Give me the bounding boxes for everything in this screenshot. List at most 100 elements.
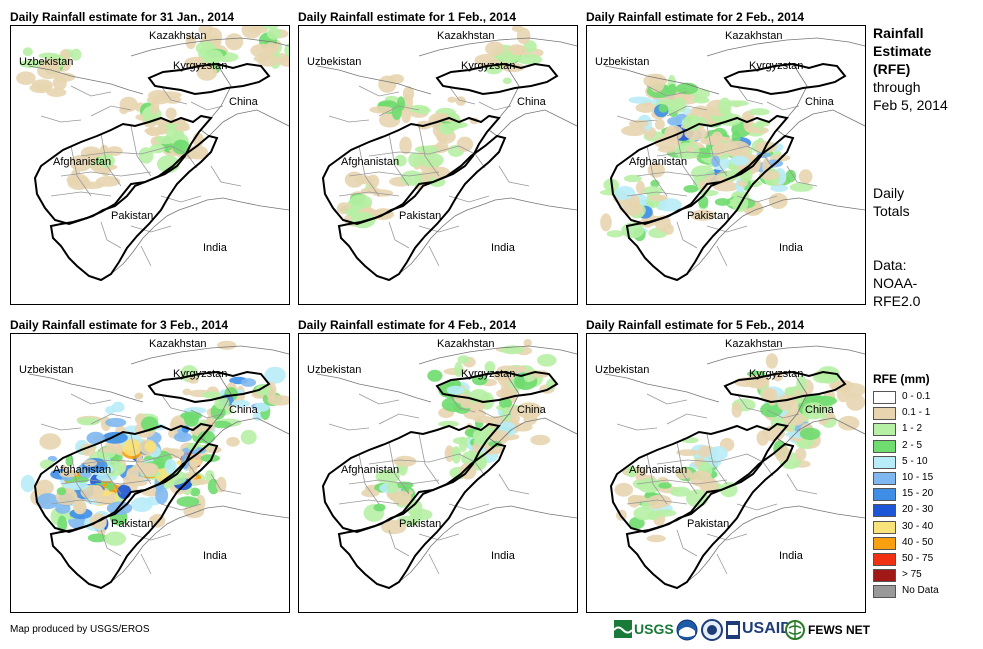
country-border	[686, 197, 865, 275]
province-boundary	[786, 165, 818, 187]
province-boundary	[80, 453, 172, 465]
rainfall-patch	[255, 384, 271, 396]
province-boundary	[130, 433, 152, 485]
legend-label: 0 - 0.1	[902, 391, 931, 402]
rainfall-patch	[187, 376, 199, 384]
province-boundary	[428, 553, 440, 575]
usaid-seal-icon	[726, 621, 740, 639]
province-boundary	[448, 393, 476, 413]
rainfall-patch	[658, 104, 669, 113]
rainfall-patch	[676, 449, 700, 456]
map-label-pakistan: Pakistan	[687, 210, 730, 222]
rainfall-patch	[106, 482, 115, 491]
rainfall-patch	[150, 98, 160, 115]
rainfall-patch	[785, 169, 797, 183]
legend-label: > 75	[902, 569, 922, 581]
province-boundary	[368, 145, 460, 157]
rainfall-patch	[401, 106, 412, 124]
legend-swatch	[873, 407, 896, 421]
rainfall-patch	[253, 402, 270, 412]
rainfall-patch	[248, 26, 268, 34]
rainfall-map-3-feb: Kazakhstan Uzbekistan Kyrgyzstan China Afgha…	[10, 333, 290, 613]
map-label-kyrgyzstan: Kyrgyzstan	[173, 60, 228, 72]
province-boundary	[636, 479, 728, 485]
rainfall-patch	[198, 430, 216, 444]
map-label-uzbekistan: Uzbekistan	[307, 364, 362, 376]
rainfall-patch	[87, 533, 108, 543]
province-boundary	[676, 529, 698, 557]
province-boundary	[616, 423, 658, 431]
province-boundary	[358, 85, 400, 97]
rainfall-patch	[73, 499, 87, 515]
map-label-uzbekistan: Uzbekistan	[307, 56, 362, 68]
province-boundary	[70, 393, 112, 405]
map-canvas	[16, 26, 289, 282]
rainfall-patch	[202, 391, 222, 399]
pakistan-outline	[625, 442, 795, 590]
rainfall-patch	[240, 378, 257, 387]
rainfall-patch	[104, 531, 127, 546]
rainfall-patch	[614, 186, 636, 201]
country-border	[398, 197, 577, 275]
rainfall-patch	[278, 55, 289, 67]
rainfall-patch	[35, 479, 54, 496]
rainfall-patch	[172, 139, 190, 155]
rainfall-patch	[200, 454, 220, 463]
rainfall-patch	[511, 26, 524, 32]
rainfall-patch	[392, 490, 412, 506]
map-label-india: India	[779, 242, 803, 254]
rainfall-map-5-feb: Kazakhstan Uzbekistan Kyrgyzstan China Afgha…	[586, 333, 866, 613]
map-label-kyrgyzstan: Kyrgyzstan	[461, 60, 516, 72]
rainfall-patch	[656, 198, 682, 212]
rainfall-patch	[799, 427, 821, 440]
country-border	[130, 345, 289, 365]
rainfall-patch	[457, 355, 470, 364]
rainfall-patch	[216, 476, 227, 493]
rainfall-patch	[714, 198, 731, 206]
country-border	[398, 505, 577, 583]
rainfall-patch	[516, 54, 543, 65]
province-boundary	[418, 433, 440, 485]
rainfall-patch	[675, 468, 693, 480]
rainfall-patch	[99, 446, 126, 453]
province-boundary	[626, 499, 688, 505]
rainfall-patch	[144, 441, 157, 452]
rainfall-patch	[685, 489, 709, 508]
rainfall-patch	[658, 482, 672, 489]
map-label-pakistan: Pakistan	[111, 518, 154, 530]
rainfall-patch	[689, 470, 713, 487]
province-boundary	[646, 85, 688, 97]
rainfall-patch	[54, 72, 76, 82]
rainfall-patch	[361, 489, 380, 498]
rainfall-patch	[369, 106, 394, 114]
rainfall-patch	[794, 447, 807, 461]
rainfall-patch	[414, 145, 439, 154]
rainfall-patch	[600, 213, 612, 232]
rainfall-patch	[783, 412, 806, 426]
legend-swatch	[873, 472, 896, 485]
rainfall-patch	[164, 458, 177, 475]
legend-label: 1 - 2	[902, 423, 923, 435]
map-label-kazakhstan: Kazakhstan	[725, 338, 783, 350]
rainfall-patch	[837, 415, 860, 431]
rainfall-patch	[663, 223, 674, 235]
province-boundary	[130, 125, 152, 177]
rainfall-patch	[211, 420, 232, 429]
rainfall-patch	[22, 47, 33, 57]
province-boundary	[706, 125, 728, 177]
region-outline	[147, 370, 271, 404]
rainfall-patch	[627, 495, 647, 503]
legend-title: RFE (mm)	[873, 372, 930, 386]
province-boundary	[40, 115, 82, 123]
rainfall-patch	[489, 430, 510, 445]
country-border	[110, 505, 289, 583]
rainfall-patch	[530, 434, 551, 446]
province-boundary	[328, 423, 370, 431]
rainfall-patch	[56, 487, 67, 496]
rainfall-patch	[70, 48, 82, 61]
province-boundary	[140, 553, 152, 575]
rainfall-patch	[667, 116, 683, 126]
region-outline	[147, 62, 271, 96]
province-boundary	[160, 393, 188, 413]
rainfall-patch	[378, 75, 397, 93]
